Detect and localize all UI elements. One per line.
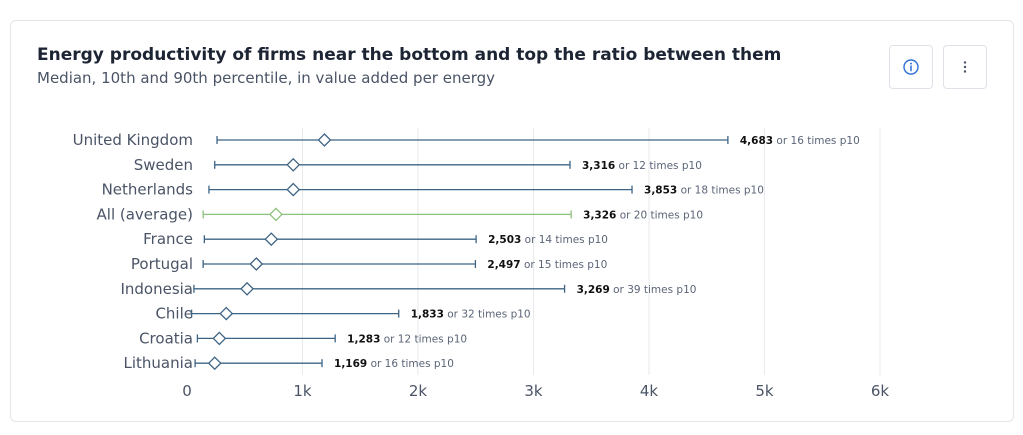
p90-value: 1,833 bbox=[411, 309, 444, 321]
median-marker bbox=[240, 281, 254, 296]
p90-value: 3,853 bbox=[644, 185, 677, 197]
range-row: Portugal 2,497 or 15 times p10 bbox=[131, 255, 607, 273]
x-tick-label: 3k bbox=[524, 382, 543, 400]
p90-value: 4,683 bbox=[740, 135, 773, 147]
range-row: Sweden 3,316 or 12 times p10 bbox=[134, 156, 702, 174]
x-tick-label: 2k bbox=[409, 382, 428, 400]
median-marker bbox=[249, 257, 264, 271]
p90-value-label: 4,683 or 16 times p10 bbox=[740, 135, 860, 147]
range-row: Croatia 1,283 or 12 times p10 bbox=[139, 329, 467, 347]
category-label: Indonesia bbox=[120, 280, 193, 298]
median-marker bbox=[207, 356, 222, 371]
p90-value: 1,169 bbox=[334, 358, 367, 370]
chart-subtitle: Median, 10th and 90th percentile, in val… bbox=[37, 69, 496, 87]
p90-value-label: 3,269 or 39 times p10 bbox=[577, 284, 697, 296]
category-label: United Kingdom bbox=[73, 131, 193, 149]
category-label: Lithuania bbox=[124, 354, 193, 372]
ratio-text: or 39 times p10 bbox=[610, 284, 697, 296]
ratio-text: or 15 times p10 bbox=[521, 259, 608, 271]
p90-value-label: 1,833 or 32 times p10 bbox=[411, 309, 531, 321]
x-tick-label: 1k bbox=[293, 382, 312, 400]
median-marker bbox=[286, 157, 301, 172]
range-row: France 2,503 or 14 times p10 bbox=[143, 230, 608, 248]
category-label: Netherlands bbox=[102, 181, 194, 199]
p90-value: 3,269 bbox=[577, 284, 610, 296]
p90-value-label: 2,497 or 15 times p10 bbox=[487, 259, 607, 271]
ratio-text: or 16 times p10 bbox=[773, 135, 860, 147]
category-label: Sweden bbox=[134, 156, 193, 174]
x-tick-label: 4k bbox=[640, 382, 659, 400]
median-marker bbox=[219, 306, 234, 321]
ratio-text: or 12 times p10 bbox=[380, 333, 467, 345]
p90-value-label: 3,326 or 20 times p10 bbox=[583, 209, 703, 221]
category-label: France bbox=[143, 230, 193, 248]
x-tick-label: 0 bbox=[182, 382, 192, 400]
p90-value-label: 3,316 or 12 times p10 bbox=[582, 160, 702, 172]
range-row: United Kingdom 4,683 or 16 times p10 bbox=[73, 131, 860, 149]
more-options-button[interactable] bbox=[943, 45, 987, 89]
range-row: Lithuania 1,169 or 16 times p10 bbox=[124, 354, 454, 372]
range-row: Chile 1,833 or 32 times p10 bbox=[155, 305, 530, 323]
range-row: Indonesia 3,269 or 39 times p10 bbox=[120, 280, 696, 298]
chart-title: Energy productivity of firms near the bo… bbox=[37, 45, 782, 65]
ratio-text: or 18 times p10 bbox=[677, 185, 764, 197]
median-marker bbox=[286, 182, 301, 197]
p90-value: 3,326 bbox=[583, 209, 616, 221]
info-button[interactable] bbox=[889, 45, 933, 89]
p90-value: 2,503 bbox=[488, 234, 521, 246]
ratio-text: or 16 times p10 bbox=[367, 358, 454, 370]
p90-value-label: 1,169 or 16 times p10 bbox=[334, 358, 454, 370]
x-tick-label: 6k bbox=[871, 382, 890, 400]
p90-value: 3,316 bbox=[582, 160, 615, 172]
category-label: Portugal bbox=[131, 255, 193, 273]
chart-card: Energy productivity of firms near the bo… bbox=[10, 20, 1014, 422]
median-marker bbox=[212, 331, 227, 346]
ratio-text: or 14 times p10 bbox=[521, 234, 608, 246]
p90-value-label: 3,853 or 18 times p10 bbox=[644, 185, 764, 197]
median-marker bbox=[269, 207, 283, 222]
median-marker bbox=[264, 232, 279, 247]
category-label: Croatia bbox=[139, 329, 193, 347]
category-label: All (average) bbox=[97, 205, 193, 223]
p90-value: 2,497 bbox=[487, 259, 520, 271]
median-marker bbox=[317, 133, 332, 147]
ratio-text: or 32 times p10 bbox=[444, 309, 531, 321]
ratio-text: or 20 times p10 bbox=[616, 209, 703, 221]
category-label: Chile bbox=[155, 305, 193, 323]
p90-value: 1,283 bbox=[347, 333, 380, 345]
range-row: Netherlands 3,853 or 18 times p10 bbox=[102, 181, 764, 199]
x-tick-label: 5k bbox=[755, 382, 774, 400]
p90-value-label: 2,503 or 14 times p10 bbox=[488, 234, 608, 246]
ratio-text: or 12 times p10 bbox=[615, 160, 702, 172]
vertical-dots-icon bbox=[963, 61, 967, 73]
p90-value-label: 1,283 or 12 times p10 bbox=[347, 333, 467, 345]
info-icon bbox=[903, 59, 919, 75]
range-row: All (average) 3,326 or 20 times p10 bbox=[97, 205, 704, 223]
